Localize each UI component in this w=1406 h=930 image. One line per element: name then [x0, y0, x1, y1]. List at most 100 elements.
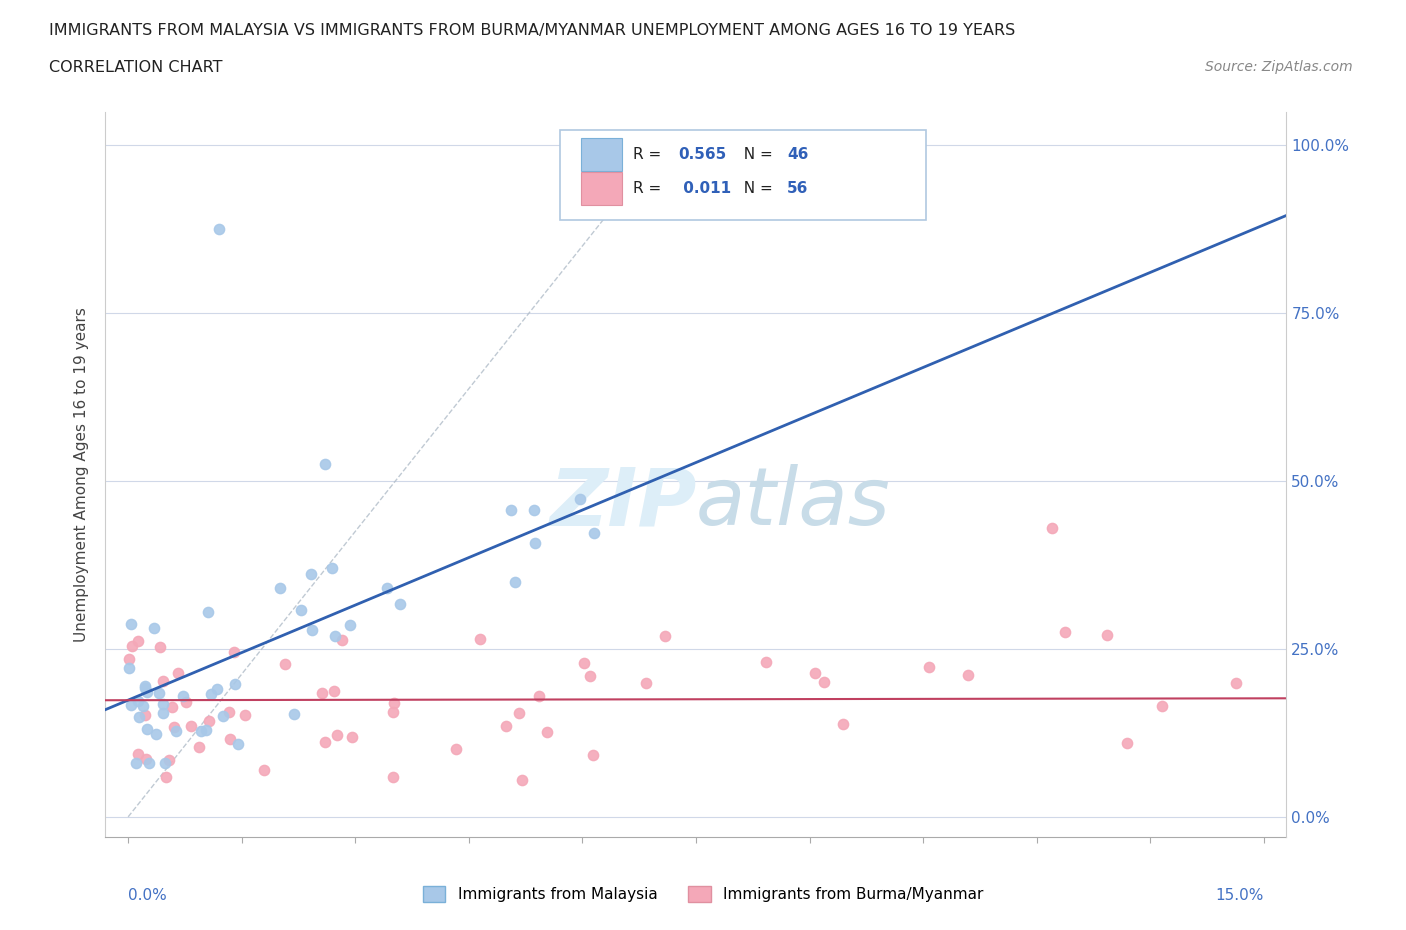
Point: [127, 693, 149, 708]
Point: [134, 707, 156, 722]
Point: [523, 502, 546, 517]
Text: ZIP: ZIP: [548, 464, 696, 542]
FancyBboxPatch shape: [582, 138, 621, 171]
Text: N =: N =: [734, 181, 778, 196]
Point: [172, 688, 194, 703]
Point: [501, 503, 523, 518]
Point: [323, 629, 346, 644]
Point: [503, 574, 526, 589]
Point: [127, 633, 149, 648]
Point: [755, 655, 778, 670]
Point: [444, 741, 467, 756]
Point: [339, 618, 361, 632]
Point: [330, 632, 353, 647]
Point: [1116, 736, 1139, 751]
Text: CORRELATION CHART: CORRELATION CHART: [49, 60, 222, 74]
Point: [218, 731, 240, 746]
Text: 46: 46: [787, 147, 808, 162]
Point: [574, 656, 596, 671]
Point: [389, 596, 412, 611]
Point: [314, 734, 336, 749]
Point: [579, 669, 602, 684]
Point: [194, 723, 217, 737]
Point: [153, 756, 176, 771]
Point: [167, 665, 190, 680]
Point: [188, 739, 211, 754]
Point: [290, 603, 312, 618]
Point: [311, 685, 333, 700]
Point: [190, 724, 212, 738]
Point: [131, 698, 153, 713]
Point: [134, 678, 156, 693]
Point: [135, 751, 157, 766]
FancyBboxPatch shape: [582, 172, 621, 206]
Point: [1040, 521, 1063, 536]
Point: [211, 709, 233, 724]
Point: [832, 717, 855, 732]
Text: 0.011: 0.011: [678, 181, 731, 196]
Text: 56: 56: [787, 181, 808, 196]
Text: R =: R =: [633, 147, 666, 162]
Point: [375, 580, 398, 595]
Point: [299, 567, 322, 582]
Point: [654, 629, 676, 644]
Point: [127, 746, 149, 761]
Text: 15.0%: 15.0%: [1215, 888, 1264, 903]
Point: [581, 748, 603, 763]
Point: [283, 707, 305, 722]
Legend: Immigrants from Malaysia, Immigrants from Burma/Myanmar: Immigrants from Malaysia, Immigrants fro…: [416, 880, 990, 909]
Point: [120, 698, 142, 712]
Text: atlas: atlas: [696, 464, 891, 542]
Point: [152, 674, 174, 689]
Point: [918, 660, 941, 675]
Point: [301, 623, 323, 638]
Point: [569, 491, 592, 506]
Point: [136, 684, 159, 699]
Point: [118, 660, 141, 675]
Point: [138, 756, 160, 771]
Point: [956, 668, 979, 683]
Text: 0.565: 0.565: [678, 147, 727, 162]
Point: [198, 713, 221, 728]
Point: [813, 674, 835, 689]
Point: [322, 684, 344, 698]
Point: [160, 699, 183, 714]
Point: [174, 694, 197, 709]
Point: [208, 221, 231, 236]
Point: [583, 525, 606, 540]
Point: [205, 682, 228, 697]
Point: [163, 719, 186, 734]
Point: [1225, 676, 1247, 691]
Point: [152, 706, 174, 721]
Point: [157, 752, 180, 767]
Point: [226, 737, 249, 751]
Point: [524, 536, 547, 551]
Point: [197, 604, 219, 619]
Point: [382, 695, 405, 710]
Point: [125, 756, 148, 771]
Point: [536, 724, 558, 739]
Point: [120, 617, 142, 631]
Point: [149, 639, 172, 654]
Point: [253, 763, 276, 777]
Point: [224, 677, 246, 692]
Point: [273, 657, 295, 671]
Point: [136, 722, 159, 737]
Text: IMMIGRANTS FROM MALAYSIA VS IMMIGRANTS FROM BURMA/MYANMAR UNEMPLOYMENT AMONG AGE: IMMIGRANTS FROM MALAYSIA VS IMMIGRANTS F…: [49, 23, 1015, 38]
Point: [222, 644, 245, 659]
Point: [165, 724, 187, 738]
Point: [321, 560, 343, 575]
Point: [180, 719, 202, 734]
Point: [636, 676, 658, 691]
Text: Source: ZipAtlas.com: Source: ZipAtlas.com: [1205, 60, 1353, 73]
Point: [155, 769, 177, 784]
Point: [145, 727, 167, 742]
Point: [468, 631, 491, 646]
Point: [804, 665, 827, 680]
Point: [495, 719, 517, 734]
Point: [1150, 698, 1173, 713]
Text: N =: N =: [734, 147, 778, 162]
Point: [382, 769, 405, 784]
Point: [1095, 628, 1118, 643]
Point: [118, 652, 141, 667]
